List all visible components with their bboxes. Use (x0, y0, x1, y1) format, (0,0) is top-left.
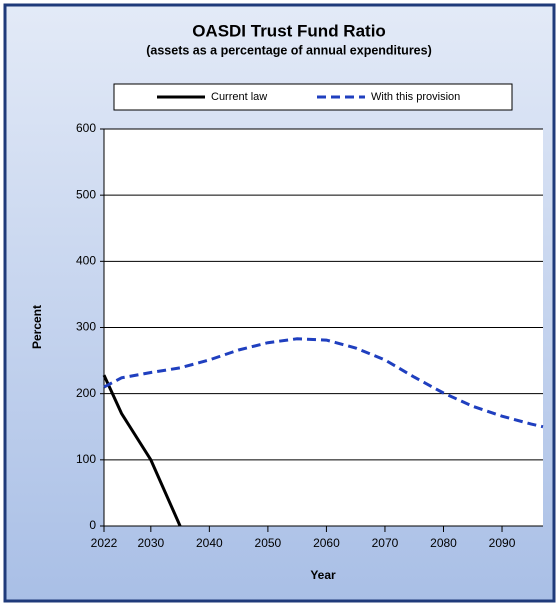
y-axis-label: Percent (30, 305, 44, 349)
x-tick-label: 2070 (372, 536, 399, 550)
y-tick-label: 100 (76, 452, 96, 466)
x-tick-label: 2040 (196, 536, 223, 550)
x-tick-label: 2090 (489, 536, 516, 550)
legend-label: Current law (211, 91, 267, 103)
y-tick-label: 600 (76, 121, 96, 135)
y-tick-label: 300 (76, 320, 96, 334)
x-tick-label: 2050 (255, 536, 282, 550)
x-tick-label: 2080 (430, 536, 457, 550)
y-tick-label: 200 (76, 386, 96, 400)
series-line (102, 374, 182, 527)
x-axis-label: Year (310, 568, 336, 582)
y-tick-label: 400 (76, 254, 96, 268)
chart-title: OASDI Trust Fund Ratio (192, 21, 386, 40)
x-tick-label: 2022 (91, 536, 118, 550)
legend-label: With this provision (371, 91, 460, 103)
x-tick-label: 2030 (137, 536, 164, 550)
series-line (103, 337, 544, 429)
y-tick-label: 0 (89, 518, 96, 532)
y-tick-label: 500 (76, 187, 96, 201)
chart-subtitle: (assets as a percentage of annual expend… (146, 43, 432, 57)
x-tick-label: 2060 (313, 536, 340, 550)
